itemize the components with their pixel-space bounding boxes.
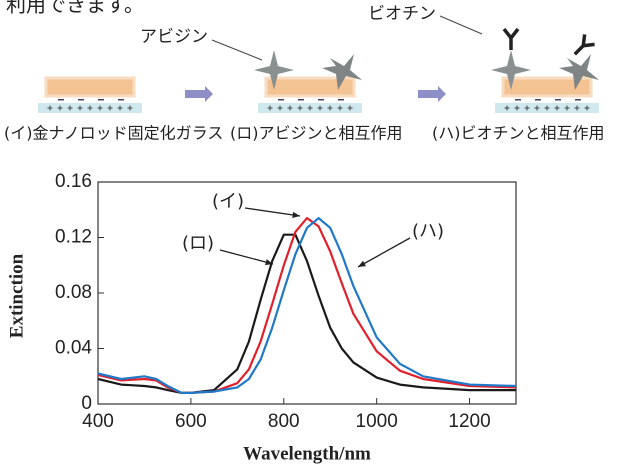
series-line xyxy=(98,218,516,393)
y-tick-label: 0.04 xyxy=(55,338,92,359)
avidin-label: アビジン xyxy=(140,27,208,47)
leader xyxy=(440,16,482,34)
annotation-arrow xyxy=(358,238,410,267)
caption: (ハ)ビオチンと相互作用 xyxy=(432,124,605,143)
x-tick-label: 1200 xyxy=(448,411,490,432)
minus xyxy=(78,99,84,101)
y-tick-label: 0.12 xyxy=(55,227,92,248)
minus xyxy=(278,99,284,101)
arrow-head xyxy=(292,212,300,218)
minus xyxy=(338,99,344,101)
minus xyxy=(318,99,324,101)
y-tick-label: 0.08 xyxy=(55,282,92,303)
arrow xyxy=(418,86,446,102)
minus xyxy=(535,99,541,101)
x-tick-label: 1000 xyxy=(356,411,398,432)
chart: Extinction Wavelength/nm 00.040.080.120.… xyxy=(6,171,516,464)
header-text: 利用できます。 xyxy=(6,0,144,17)
annotation-arrow xyxy=(220,250,273,264)
minus xyxy=(298,99,304,101)
caption: (ロ)アビジンと相互作用 xyxy=(230,124,403,143)
leader xyxy=(212,40,262,60)
caption: (イ)金ナノロッド固定化ガラス xyxy=(4,124,223,143)
minus xyxy=(58,99,64,101)
biotin xyxy=(570,34,595,59)
series-line xyxy=(98,218,516,393)
minus xyxy=(118,99,124,101)
x-axis-label: Wavelength/nm xyxy=(243,443,371,464)
series-annotation: (ロ) xyxy=(182,233,214,254)
minus xyxy=(575,99,581,101)
series-line xyxy=(98,235,516,393)
minus xyxy=(555,99,561,101)
minus xyxy=(515,99,521,101)
x-tick-label: 600 xyxy=(175,411,207,432)
annotation-arrow xyxy=(245,208,300,216)
series-annotation: (ハ) xyxy=(412,221,444,242)
y-tick-label: 0.16 xyxy=(55,171,92,192)
nanorod-layer xyxy=(46,78,134,96)
biotin-label: ビオチン xyxy=(368,4,436,24)
plot-frame xyxy=(98,182,516,404)
biotin xyxy=(504,29,518,50)
page: 利用できます。 アビジン ビオチン (イ)金ナノロッド固定化ガラス (ロ)アビジ… xyxy=(0,0,622,470)
x-tick-label: 800 xyxy=(268,411,300,432)
diagram: アビジン ビオチン (イ)金ナノロッド固定化ガラス (ロ)アビジンと相互作用 (… xyxy=(4,4,605,143)
arrow xyxy=(185,86,213,102)
series-annotation: (イ) xyxy=(212,191,244,212)
x-tick-label: 400 xyxy=(82,411,114,432)
minus xyxy=(98,99,104,101)
y-axis-label: Extinction xyxy=(6,253,27,338)
